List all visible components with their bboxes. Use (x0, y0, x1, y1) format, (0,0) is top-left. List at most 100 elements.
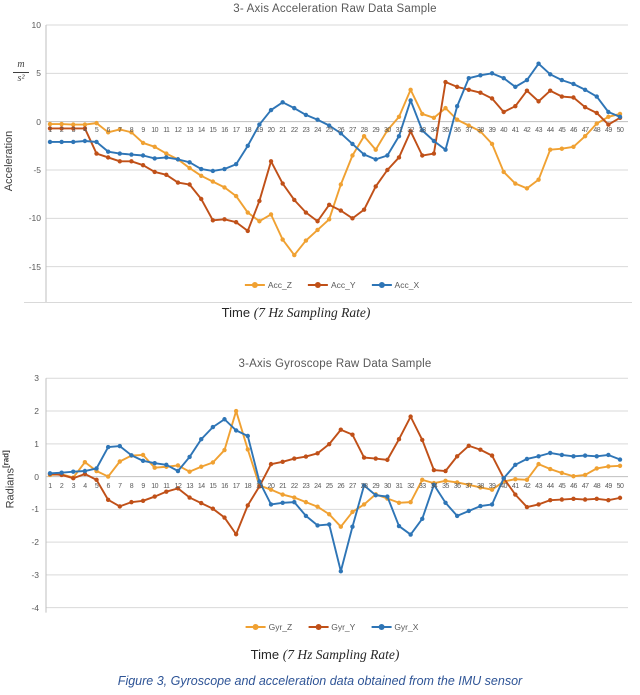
data-point-Acc_X (571, 81, 576, 87)
data-point-Acc_X (443, 147, 448, 152)
x-tick-label: 8 (129, 482, 134, 490)
data-point-Gyr_Y (187, 495, 192, 500)
y-tick-label: 2 (34, 406, 39, 417)
x-tick-label: 24 (314, 126, 321, 134)
data-point-Gyr_Z (292, 495, 297, 500)
data-point-Gyr_X (571, 454, 576, 459)
data-point-Gyr_X (489, 502, 495, 507)
data-point-Gyr_X (373, 493, 378, 498)
x-tick-label: 14 (197, 482, 205, 490)
data-point-Acc_Y (164, 172, 169, 178)
data-point-Acc_Z (94, 120, 99, 126)
data-point-Gyr_Y (303, 454, 309, 459)
data-point-Acc_X (536, 61, 541, 66)
y-tick-label: 5 (36, 68, 41, 79)
x-tick-label: 45 (558, 482, 566, 490)
data-point-Gyr_X (222, 417, 227, 422)
data-point-Gyr_X (431, 482, 437, 487)
data-point-Acc_X (454, 104, 460, 109)
data-point-Gyr_Z (280, 492, 285, 497)
data-point-Gyr_Z (82, 459, 88, 465)
data-point-Acc_Y (210, 218, 216, 223)
data-point-Acc_Y (59, 126, 64, 131)
x-tick-label: 31 (395, 482, 403, 490)
data-point-Gyr_Z (117, 459, 122, 464)
data-point-Acc_Z (478, 129, 483, 134)
x-axis-title-prefix: Time (250, 647, 283, 662)
data-point-Acc_Z (71, 122, 76, 127)
data-point-Gyr_Y (559, 497, 565, 502)
data-point-Acc_Z (233, 193, 239, 199)
data-point-Acc_Z (257, 219, 262, 224)
data-point-Acc_X (617, 114, 623, 120)
data-point-Gyr_Y (326, 441, 332, 447)
x-tick-label: 5 (94, 126, 99, 134)
data-point-Gyr_X (420, 516, 425, 522)
data-point-Acc_Z (303, 238, 309, 243)
x-tick-label: 28 (360, 126, 368, 134)
data-point-Acc_Z (245, 210, 250, 215)
x-tick-label: 50 (616, 126, 624, 134)
legend-marker-icon (371, 282, 392, 288)
data-point-Acc_X (47, 139, 53, 145)
data-point-Acc_Y (303, 210, 309, 215)
x-tick-label: 16 (221, 482, 228, 490)
x-tick-label: 48 (593, 126, 601, 134)
data-point-Gyr_X (233, 428, 239, 433)
data-point-Acc_Y (594, 110, 599, 116)
data-point-Acc_X (385, 153, 390, 158)
data-point-Acc_X (431, 138, 437, 144)
data-point-Gyr_Y (175, 486, 181, 491)
data-point-Gyr_X (606, 452, 611, 458)
data-point-Acc_Y (222, 217, 227, 222)
x-tick-label: 17 (232, 482, 240, 490)
x-tick-label: 34 (430, 482, 438, 490)
data-point-Gyr_Y (443, 468, 448, 474)
data-point-Acc_X (478, 73, 483, 78)
data-point-Gyr_Y (140, 498, 146, 504)
data-point-Acc_Y (582, 104, 588, 110)
x-tick-label: 41 (511, 126, 519, 134)
data-point-Acc_Z (199, 173, 204, 179)
x-tick-label: 5 (94, 482, 99, 490)
data-point-Acc_Y (315, 219, 320, 224)
data-point-Gyr_X (396, 523, 402, 529)
data-point-Acc_Z (524, 186, 530, 191)
data-point-Acc_Y (175, 180, 181, 185)
data-point-Acc_Z (152, 144, 157, 150)
data-point-Gyr_Y (245, 503, 250, 508)
data-point-Acc_X (257, 122, 262, 127)
data-point-Acc_X (420, 128, 425, 133)
x-tick-label: 30 (383, 482, 391, 490)
x-tick-label: 9 (141, 126, 145, 134)
x-tick-label: 40 (500, 126, 508, 134)
data-point-Gyr_Z (548, 466, 553, 472)
data-point-Gyr_Y (513, 492, 518, 497)
data-point-Gyr_X (617, 457, 623, 462)
data-point-Gyr_Z (606, 464, 611, 469)
x-tick-label: 8 (129, 126, 134, 134)
data-point-Gyr_Z (199, 464, 204, 469)
x-tick-label: 12 (174, 126, 182, 134)
data-point-Acc_Y (478, 90, 483, 95)
x-tick-label: 10 (151, 482, 159, 490)
acceleration-chart-title: 3- Axis Acceleration Raw Data Sample (233, 3, 437, 15)
x-tick-label: 26 (337, 126, 345, 134)
data-point-Acc_X (187, 160, 192, 165)
x-tick-label: 23 (302, 126, 310, 134)
data-point-Acc_X (548, 72, 553, 77)
x-tick-label: 42 (523, 126, 531, 134)
data-point-Gyr_Y (292, 456, 297, 461)
data-point-Gyr_X (280, 500, 285, 505)
data-point-Acc_Y (396, 155, 402, 160)
x-tick-label: 2 (59, 482, 64, 490)
data-point-Acc_Z (338, 182, 344, 187)
data-point-Acc_X (501, 75, 506, 81)
data-point-Acc_X (606, 109, 611, 115)
data-point-Gyr_X (501, 476, 506, 481)
data-point-Acc_Z (210, 179, 216, 184)
x-tick-label: 22 (290, 482, 298, 490)
data-point-Gyr_Z (524, 477, 530, 483)
legend-label: Gyr_Y (331, 622, 356, 632)
